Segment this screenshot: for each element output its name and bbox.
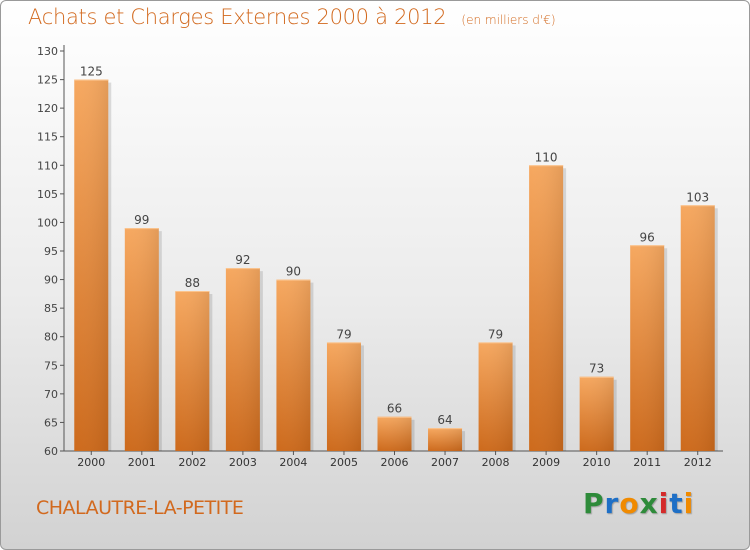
- y-tick-label: 105: [37, 188, 58, 201]
- bar-shade: [225, 268, 260, 451]
- value-label: 79: [336, 327, 351, 341]
- bar-shade: [478, 342, 513, 451]
- value-label: 88: [185, 276, 200, 290]
- bar-shade: [326, 342, 361, 451]
- x-tick-label: 2007: [431, 456, 459, 469]
- value-label: 96: [640, 230, 655, 244]
- x-axis: 2000 2001 2002 2003 2004 2005 2006 2007 2008 2009…: [64, 450, 723, 469]
- value-label: 103: [686, 190, 709, 204]
- bar-shade: [74, 79, 109, 452]
- logo-letter: x: [639, 487, 659, 520]
- x-tick-label: 2005: [330, 456, 358, 469]
- y-tick-label: 110: [37, 159, 58, 172]
- x-tick-label: 2001: [128, 456, 156, 469]
- bar-shade: [579, 376, 614, 451]
- x-tick-label: 2006: [381, 456, 409, 469]
- bars: 125 99 88 92 90 79 66 64 79 110 73 96 103: [74, 65, 718, 452]
- y-tick-label: 125: [37, 74, 58, 87]
- y-axis: 60 65 70 75 80 85 90 95 100 105 110 115 120 125 130: [37, 45, 65, 458]
- bar-shade: [428, 428, 463, 451]
- bar-shade: [377, 416, 412, 451]
- value-label: 125: [80, 65, 103, 79]
- logo-letter: i: [683, 487, 695, 520]
- value-label: 90: [286, 265, 301, 279]
- y-tick-label: 115: [37, 131, 58, 144]
- y-tick-label: 85: [44, 302, 58, 315]
- x-tick-label: 2008: [482, 456, 510, 469]
- bar-shade: [175, 291, 210, 451]
- y-tick-label: 130: [37, 45, 58, 58]
- y-tick-label: 80: [44, 331, 58, 344]
- x-tick-label: 2011: [633, 456, 661, 469]
- value-label: 79: [488, 327, 503, 341]
- x-tick-label: 2010: [583, 456, 611, 469]
- chart-unit-text: (en milliers d'€): [461, 13, 556, 27]
- value-label: 99: [134, 213, 149, 227]
- y-tick-label: 65: [44, 416, 58, 429]
- proxiti-logo[interactable]: Proxiti: [583, 487, 694, 520]
- chart-title-text: Achats et Charges Externes 2000 à 2012: [28, 5, 447, 29]
- bar-shade: [529, 165, 564, 452]
- logo-letter: r: [604, 487, 620, 520]
- y-tick-label: 90: [44, 274, 58, 287]
- logo-letter: t: [669, 487, 684, 520]
- value-label: 92: [235, 253, 250, 267]
- logo-letter: P: [583, 487, 605, 520]
- x-tick-label: 2002: [178, 456, 206, 469]
- value-label: 110: [535, 150, 558, 164]
- logo-letter: o: [619, 487, 640, 520]
- value-label: 64: [437, 413, 452, 427]
- chart-title: Achats et Charges Externes 2000 à 2012 (…: [28, 5, 556, 29]
- x-tick-label: 2012: [684, 456, 712, 469]
- y-tick-label: 100: [37, 216, 58, 229]
- y-tick-label: 120: [37, 102, 58, 115]
- bar-shade: [680, 205, 715, 451]
- y-tick-label: 95: [44, 245, 58, 258]
- commune-name: CHALAUTRE-LA-PETITE: [36, 497, 244, 519]
- y-tick-label: 60: [44, 445, 58, 458]
- bar-shade: [630, 245, 665, 451]
- x-tick-label: 2009: [532, 456, 560, 469]
- logo-letter: i: [658, 487, 670, 520]
- value-label: 73: [589, 362, 604, 376]
- x-tick-label: 2004: [279, 456, 307, 469]
- x-tick-label: 2000: [77, 456, 105, 469]
- y-tick-label: 70: [44, 388, 58, 401]
- bar-shade: [276, 279, 311, 451]
- bar-shade: [124, 228, 159, 451]
- y-tick-label: 75: [44, 359, 58, 372]
- x-tick-label: 2003: [229, 456, 257, 469]
- value-label: 66: [387, 402, 402, 416]
